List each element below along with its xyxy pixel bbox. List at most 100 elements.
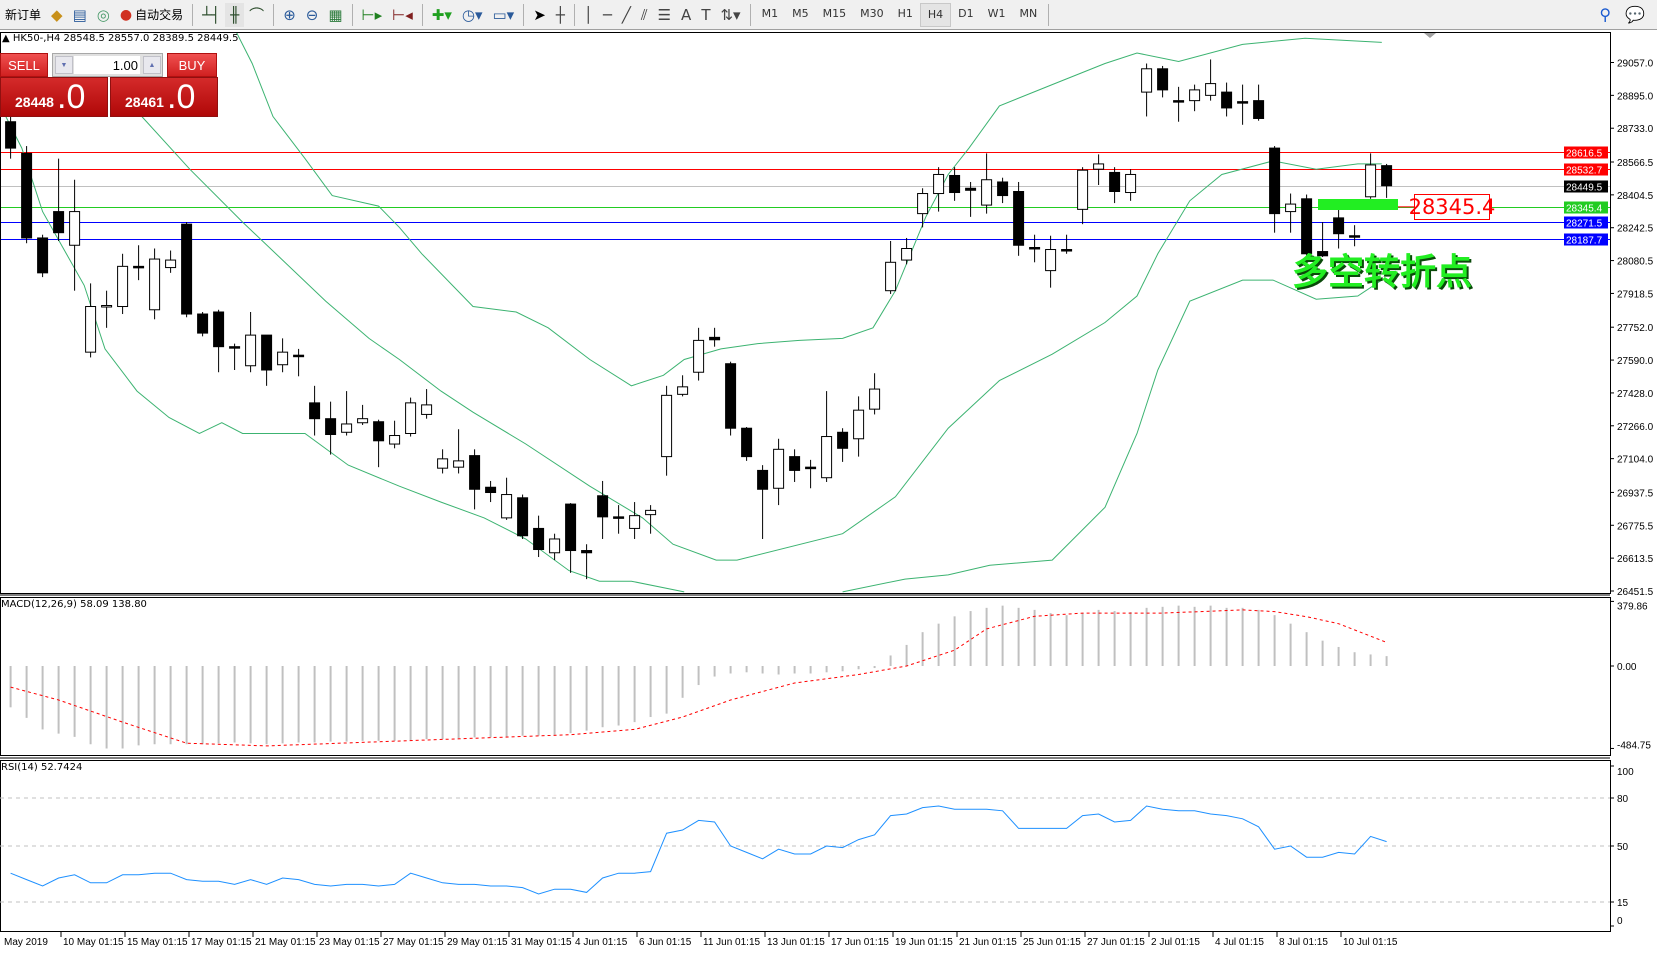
candle-bearish bbox=[741, 427, 753, 458]
indicators-icon[interactable]: ✚▾ bbox=[431, 5, 452, 24]
fibonacci-icon[interactable]: ☰ bbox=[657, 5, 672, 24]
time-tick-label: 4 Jun 01:15 bbox=[575, 937, 628, 948]
candle-bullish bbox=[933, 173, 945, 195]
candle-bullish bbox=[341, 423, 353, 433]
zoom-in-icon[interactable]: ⊕ bbox=[283, 5, 296, 24]
rsi-tick-label: 100 bbox=[1617, 767, 1634, 778]
buy-price[interactable]: 28461.0 bbox=[110, 77, 218, 117]
equidistant-channel-icon[interactable]: ⫽ bbox=[640, 5, 648, 24]
turning-point-annotation[interactable]: 多空转折点 bbox=[1292, 252, 1473, 293]
timeframe-m15[interactable]: M15 bbox=[822, 7, 847, 20]
auto-scroll-icon[interactable]: ⊢▸ bbox=[361, 5, 383, 24]
timeframe-d1[interactable]: D1 bbox=[958, 7, 974, 20]
price-label-annotation[interactable]: 28345.4 bbox=[1408, 194, 1496, 220]
time-tick-label: 21 Jun 01:15 bbox=[959, 937, 1017, 948]
symbol-ohlc: HK50-,H4 28548.5 28557.0 28389.5 28449.5 bbox=[12, 33, 239, 44]
candle-bullish bbox=[149, 258, 161, 311]
turning-point-zone bbox=[1318, 199, 1398, 210]
candle-bearish bbox=[1317, 251, 1329, 257]
macd-tick-label: 0.00 bbox=[1617, 662, 1637, 673]
sell-button[interactable]: SELL bbox=[0, 53, 48, 77]
candle-bullish bbox=[1189, 89, 1201, 102]
auto-trading-button[interactable]: ● 自动交易 bbox=[115, 3, 188, 27]
timeframe-h4[interactable]: H4 bbox=[919, 2, 952, 27]
lot-input[interactable] bbox=[74, 56, 140, 74]
timeframe-bar: M1 M5 M15 M30 H1 H4 D1 W1 MN bbox=[755, 2, 1045, 27]
candle-bearish bbox=[373, 421, 385, 442]
rsi-tick-label: 50 bbox=[1617, 842, 1629, 853]
crosshair-icon[interactable]: ┼ bbox=[555, 5, 565, 24]
vertical-line-icon[interactable]: │ bbox=[583, 5, 593, 24]
sell-price[interactable]: 28448.0 bbox=[0, 77, 108, 117]
buy-button[interactable]: BUY bbox=[167, 53, 217, 77]
candle-bearish bbox=[1349, 235, 1361, 238]
candle-bearish bbox=[613, 516, 625, 519]
candle-bearish bbox=[1237, 101, 1249, 104]
candle-bearish bbox=[581, 550, 593, 554]
arrows-icon[interactable]: ⇅▾ bbox=[720, 5, 741, 24]
tile-windows-icon[interactable]: ▦ bbox=[328, 5, 343, 24]
chart-shift-icon[interactable]: ⊢◂ bbox=[392, 5, 413, 24]
separator bbox=[192, 3, 194, 26]
search-icon[interactable]: ⚲ bbox=[1599, 5, 1612, 24]
candle-bearish bbox=[309, 402, 321, 420]
toolbar: 新订单 ◆ ▤ ◎ ● 自动交易 ┴┤ ╫ ⌒ ⊕ ⊖ ▦ ⊢▸ ⊢◂ ✚▾ ◷▾… bbox=[0, 0, 1657, 30]
cursor-icon[interactable]: ➤ bbox=[533, 5, 546, 24]
new-order-button[interactable]: 新订单 bbox=[0, 3, 46, 27]
lot-decrease-button[interactable]: ▼ bbox=[55, 56, 73, 74]
templates-icon[interactable]: ▭▾ bbox=[492, 5, 515, 24]
candle-bearish bbox=[517, 497, 529, 537]
candle-bearish bbox=[469, 455, 481, 490]
rsi-label: RSI(14) 52.7424 bbox=[1, 762, 83, 773]
data-window-icon[interactable]: ▤ bbox=[72, 5, 87, 24]
candle-bearish bbox=[1173, 100, 1185, 103]
candle-bullish bbox=[901, 248, 913, 261]
bollinger-lower-band bbox=[842, 279, 1383, 593]
bid-fraction: .0 bbox=[57, 78, 86, 116]
separator bbox=[749, 3, 751, 26]
chart-scroll-marker-icon bbox=[1424, 33, 1436, 38]
candle-bullish bbox=[1141, 68, 1153, 93]
rsi-line bbox=[10, 805, 1387, 895]
lot-increase-button[interactable]: ▲ bbox=[143, 56, 161, 74]
rsi-tick-label: 15 bbox=[1617, 898, 1629, 909]
periods-icon[interactable]: ◷▾ bbox=[461, 5, 483, 24]
level-badge-label: 28345.4 bbox=[1566, 204, 1603, 215]
candle-bullish bbox=[101, 305, 113, 308]
timeframe-mn[interactable]: MN bbox=[1019, 7, 1038, 20]
text-icon[interactable]: A bbox=[681, 5, 692, 24]
time-tick-label: 23 May 01:15 bbox=[319, 937, 380, 948]
time-tick-label: 21 May 01:15 bbox=[255, 937, 316, 948]
signals-icon[interactable]: ◎ bbox=[96, 5, 110, 24]
bollinger-upper-band bbox=[236, 33, 1382, 387]
collapse-icon[interactable]: ▲ bbox=[2, 33, 13, 44]
market-watch-icon[interactable]: ◆ bbox=[51, 5, 63, 24]
zoom-out-icon[interactable]: ⊖ bbox=[305, 5, 319, 24]
separator bbox=[523, 3, 525, 26]
timeframe-h1[interactable]: H1 bbox=[897, 7, 913, 20]
candlestick-icon[interactable]: ╫ bbox=[225, 2, 245, 27]
price-tick-label: 29057.0 bbox=[1617, 59, 1654, 70]
chat-icon[interactable]: 💬 bbox=[1625, 5, 1645, 24]
time-tick-label: 8 Jul 01:15 bbox=[1279, 937, 1328, 948]
timeframe-w1[interactable]: W1 bbox=[987, 7, 1006, 20]
trendline-icon[interactable]: ╱ bbox=[621, 5, 631, 24]
candle-bearish bbox=[37, 237, 49, 274]
timeframe-m30[interactable]: M30 bbox=[860, 7, 884, 20]
candle-bearish bbox=[997, 181, 1009, 197]
rsi-tick-label: 0 bbox=[1617, 916, 1623, 927]
timeframe-m5[interactable]: M5 bbox=[792, 7, 809, 20]
horizontal-line-icon[interactable]: ─ bbox=[602, 5, 612, 24]
candle-bearish bbox=[1029, 246, 1041, 250]
timeframe-m1[interactable]: M1 bbox=[761, 7, 779, 20]
bar-chart-icon[interactable]: ┴┤ bbox=[202, 5, 221, 24]
auto-trading-icon: ● bbox=[119, 6, 133, 23]
text-label-icon[interactable]: T bbox=[701, 5, 711, 24]
line-chart-icon[interactable]: ⌒ bbox=[249, 6, 265, 24]
price-tick-label: 26775.5 bbox=[1617, 521, 1654, 532]
candle-bullish bbox=[1125, 173, 1137, 194]
candle-bullish bbox=[773, 448, 785, 489]
level-badge-label: 28449.5 bbox=[1566, 183, 1603, 194]
price-tick-label: 28895.0 bbox=[1617, 91, 1654, 102]
